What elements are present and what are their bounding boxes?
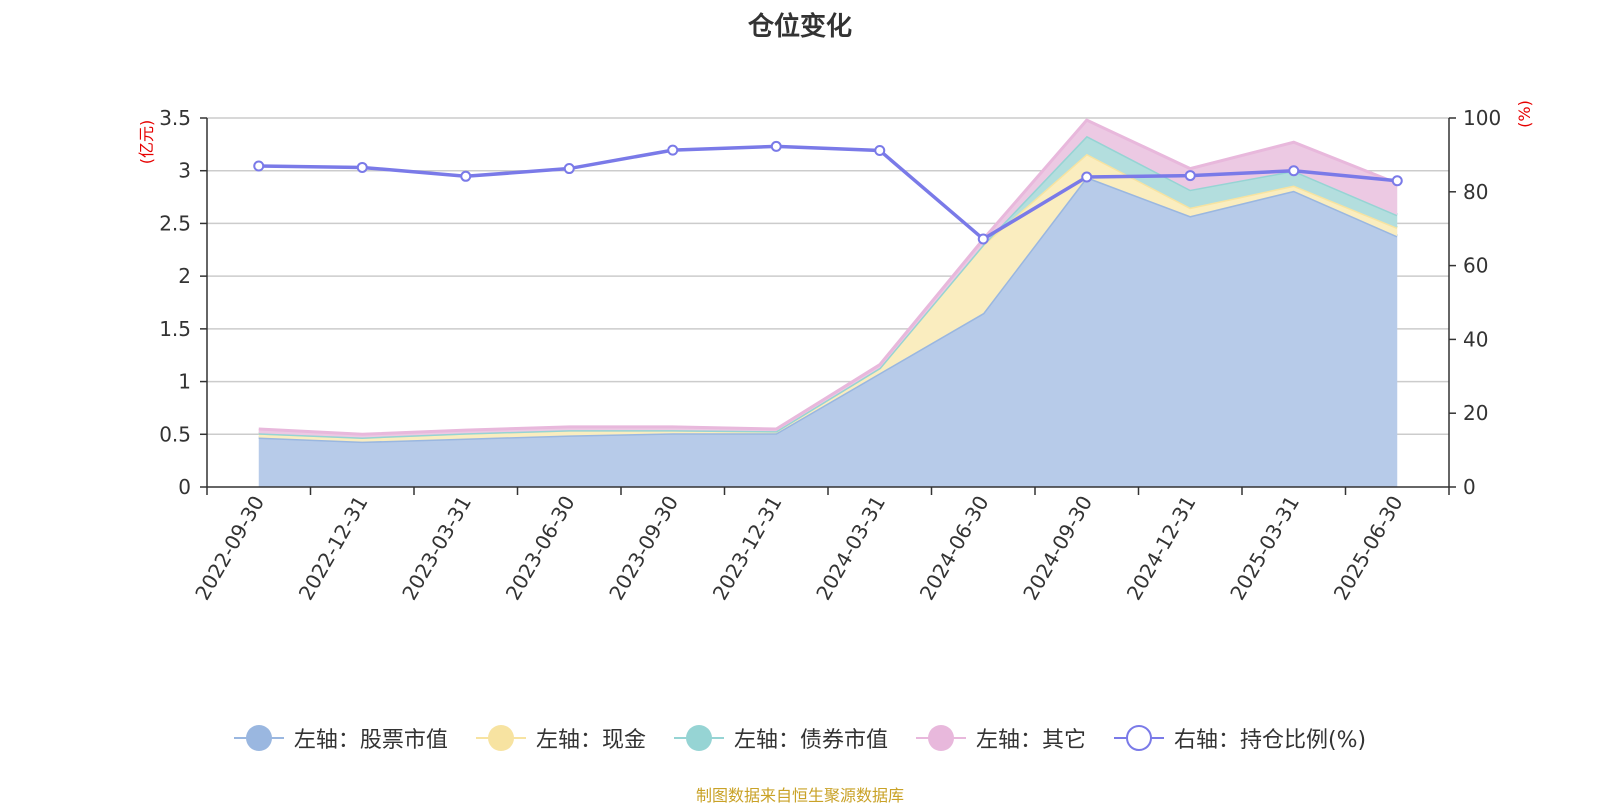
ratio-point — [1081, 171, 1093, 183]
ratio-point — [253, 160, 265, 172]
left-axis-tick-label: 3.5 — [159, 106, 191, 130]
chart-title: 仓位变化 — [747, 12, 852, 42]
x-axis-tick-label: 2024-03-31 — [811, 492, 890, 605]
legend-label-cash: 左轴：现金 — [535, 728, 646, 753]
x-axis-tick-label: 2024-12-31 — [1122, 492, 1201, 605]
right-axis-tick-label: 0 — [1463, 475, 1476, 499]
ratio-point — [874, 144, 886, 156]
x-axis-tick-label: 2022-12-31 — [294, 492, 373, 605]
data-source-footer: 制图数据来自恒生聚源数据库 — [695, 786, 904, 805]
ratio-point — [1288, 165, 1300, 177]
left-axis-tick-label: 2 — [178, 264, 191, 288]
ratio-point — [1184, 170, 1196, 182]
ratio-point — [563, 163, 575, 175]
ratio-point — [770, 140, 782, 152]
x-axis-tick-label: 2023-06-30 — [501, 492, 580, 605]
legend-label-other: 左轴：其它 — [975, 728, 1086, 753]
right-axis-tick-label: 20 — [1463, 401, 1488, 425]
left-axis-tick-label: 0.5 — [159, 422, 191, 446]
ratio-point — [977, 233, 989, 245]
legend-label-bond: 左轴：债券市值 — [733, 728, 888, 753]
right-axis-tick-label: 40 — [1463, 327, 1488, 351]
x-axis-tick-label: 2024-06-30 — [915, 492, 994, 605]
left-axis-tick-label: 1 — [178, 370, 191, 394]
legend-swatch-ratio-icon — [1113, 725, 1164, 751]
ratio-point — [356, 161, 368, 173]
legend-label-stock: 左轴：股票市值 — [293, 728, 448, 753]
ratio-point — [460, 170, 472, 182]
right-axis-tick-label: 60 — [1463, 254, 1488, 278]
area-other — [258, 120, 1398, 438]
right-axis-unit: (%) — [1515, 100, 1534, 128]
area-line-other — [258, 118, 1398, 436]
left-axis-unit: (亿元) — [137, 120, 156, 165]
legend: 左轴：股票市值 左轴：现金 左轴：债券市值 左轴：其它 右轴：持仓比例(%) — [0, 722, 1600, 754]
left-axis-tick-label: 2.5 — [159, 211, 191, 235]
legend-swatch-other-icon — [915, 725, 966, 751]
x-axis-tick-label: 2023-12-31 — [708, 492, 787, 605]
x-axis-tick-label: 2023-03-31 — [397, 492, 476, 605]
x-axis-tick-label: 2025-03-31 — [1225, 492, 1304, 605]
x-axis-tick-label: 2022-09-30 — [190, 492, 269, 605]
ratio-point — [1391, 175, 1403, 187]
right-axis-tick-label: 100 — [1463, 106, 1501, 130]
legend-swatch-stock-icon — [233, 725, 284, 751]
x-axis-tick-label: 2025-06-30 — [1329, 492, 1408, 605]
x-axis-tick-label: 2024-09-30 — [1018, 492, 1097, 605]
ratio-line — [258, 144, 1398, 242]
legend-item-cash[interactable]: 左轴：现金 — [475, 722, 646, 754]
legend-swatch-cash-icon — [475, 725, 526, 751]
legend-label-ratio: 右轴：持仓比例(%) — [1173, 728, 1367, 753]
left-axis-tick-label: 1.5 — [159, 317, 191, 341]
left-axis-tick-label: 3 — [178, 159, 191, 183]
area-stock — [258, 177, 1398, 488]
legend-swatch-bond-icon — [673, 725, 724, 751]
ratio-point — [667, 144, 679, 156]
legend-item-stock[interactable]: 左轴：股票市值 — [233, 722, 448, 754]
x-axis-tick-label: 2023-09-30 — [604, 492, 683, 605]
legend-item-bond[interactable]: 左轴：债券市值 — [673, 722, 888, 754]
legend-item-ratio[interactable]: 右轴：持仓比例(%) — [1113, 722, 1367, 754]
left-axis-tick-label: 0 — [178, 475, 191, 499]
legend-item-other[interactable]: 左轴：其它 — [915, 722, 1086, 754]
right-axis-tick-label: 80 — [1463, 180, 1488, 204]
